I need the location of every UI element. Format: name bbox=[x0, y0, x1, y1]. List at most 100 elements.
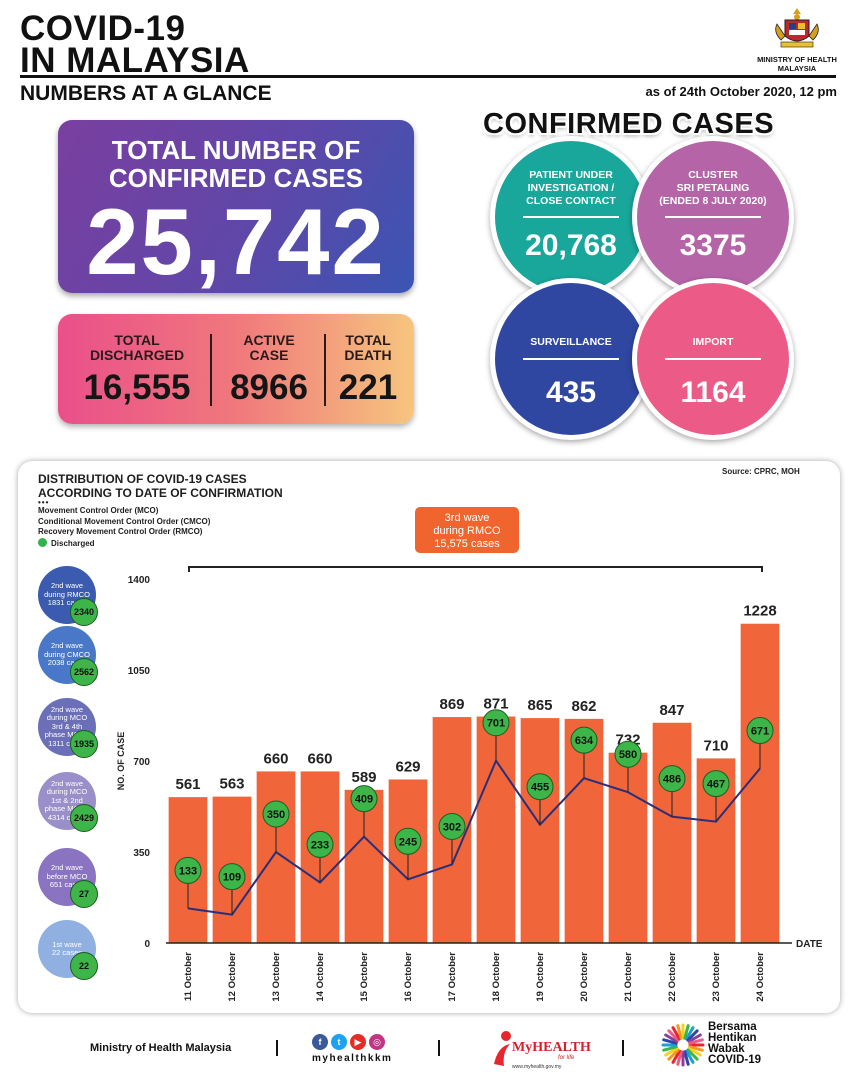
stats-card: TOTAL DISCHARGED 16,555 ACTIVE CASE 8966… bbox=[58, 314, 414, 424]
import-value: 1164 bbox=[680, 376, 746, 409]
myhealth-figure-icon bbox=[494, 1031, 511, 1066]
discharged-value-label: 455 bbox=[531, 782, 549, 794]
discharged-point bbox=[658, 765, 686, 793]
pui-value: 20,768 bbox=[525, 229, 617, 262]
myhealth-tag: for life bbox=[558, 1055, 575, 1061]
wave-label-line: 2nd wave bbox=[50, 641, 84, 651]
active-label-line2: CASE bbox=[249, 347, 289, 363]
wave-label-line: 651 cases bbox=[49, 880, 85, 890]
pui-rule bbox=[523, 216, 619, 218]
legend-cmco: Conditional Movement Control Order (CMCO… bbox=[38, 516, 211, 526]
wave-label-line: 2038 cases bbox=[47, 658, 87, 668]
ministry-name-line2: MALAYSIA bbox=[777, 64, 817, 73]
sunburst-ray bbox=[688, 1045, 704, 1052]
bar-value-label: 1228 bbox=[743, 603, 776, 620]
cluster-label: CLUSTER SRI PETALING (ENDED 8 JULY 2020) bbox=[649, 169, 777, 208]
sunburst-ray bbox=[671, 1049, 681, 1064]
sunburst-ray bbox=[676, 1024, 683, 1040]
page-title-line2: IN MALAYSIA bbox=[20, 41, 250, 80]
chart-title: DISTRIBUTION OF COVID-19 CASES ACCORDING… bbox=[38, 472, 283, 500]
stats-divider bbox=[324, 334, 326, 406]
discharged-value-label: 634 bbox=[575, 735, 594, 747]
bar-value-label: 589 bbox=[351, 769, 376, 786]
discharged-point bbox=[746, 717, 774, 745]
sunburst-ray bbox=[687, 1033, 702, 1043]
y-axis-label: NO. OF CASE bbox=[116, 732, 126, 791]
y-tick-label: 700 bbox=[133, 757, 150, 768]
discharged-point bbox=[350, 785, 378, 813]
header-divider bbox=[20, 75, 836, 78]
as-of-date: as of 24th October 2020, 12 pm bbox=[645, 84, 837, 99]
twitter-icon[interactable]: t bbox=[331, 1034, 347, 1050]
facebook-icon[interactable]: f bbox=[312, 1034, 328, 1050]
wave-label-line: phase MCO - 4314 cases bbox=[44, 804, 90, 822]
wave-label-line: 22 cases bbox=[51, 948, 83, 957]
pui-label-line2: INVESTIGATION / bbox=[527, 182, 615, 194]
import-label: IMPORT bbox=[692, 336, 734, 348]
footer-separator bbox=[622, 1040, 624, 1056]
discharged-dot-icon bbox=[38, 537, 47, 547]
total-label-line1: TOTAL NUMBER OF bbox=[111, 135, 361, 165]
bersama-line3: Wabak bbox=[708, 1043, 745, 1055]
discharged-value-label: 302 bbox=[443, 821, 461, 833]
chart-title-line1: DISTRIBUTION OF COVID-19 CASES bbox=[38, 472, 247, 486]
discharged-point bbox=[218, 863, 246, 891]
sunburst-ray bbox=[686, 1048, 699, 1061]
discharged-label-line1: TOTAL bbox=[114, 332, 160, 348]
x-tick-label: 20 October bbox=[579, 952, 590, 1002]
wave-label-line: during CMCO bbox=[44, 649, 90, 659]
wave-label-line: 2nd wave bbox=[50, 863, 84, 873]
death-label-line1: TOTAL bbox=[345, 332, 391, 348]
wave-discharged-badge: 2562 bbox=[70, 658, 98, 686]
discharged-point bbox=[570, 726, 598, 754]
bar-value-label: 629 bbox=[395, 758, 420, 775]
instagram-icon[interactable]: ◎ bbox=[369, 1034, 385, 1050]
cluster-value: 3375 bbox=[679, 229, 747, 262]
bar-value-label: 871 bbox=[483, 696, 508, 713]
wave-label-line: phase MCO - 1311 cases bbox=[44, 730, 90, 748]
bar-value-label: 869 bbox=[439, 696, 464, 713]
pui-label-line3: CLOSE CONTACT bbox=[526, 195, 616, 207]
discharged-value-label: 409 bbox=[355, 794, 373, 806]
myhealth-url: www.myhealth.gov.my bbox=[512, 1064, 562, 1070]
wave-label-line: 1831 cases bbox=[47, 598, 87, 608]
discharged-value-label: 486 bbox=[663, 774, 681, 786]
bar bbox=[520, 718, 560, 943]
active-value: 8966 bbox=[230, 368, 308, 407]
wave-label: 2nd wave during RMCO 1831 cases bbox=[44, 582, 90, 608]
y-tick-label: 350 bbox=[133, 848, 150, 859]
wave-label-line: during MCO bbox=[46, 713, 88, 723]
youtube-icon[interactable]: ▶ bbox=[350, 1034, 366, 1050]
surveillance-value: 435 bbox=[545, 376, 597, 409]
bar-value-label: 847 bbox=[659, 702, 684, 719]
wave-label-line: before MCO bbox=[46, 871, 88, 881]
death-value: 221 bbox=[338, 368, 398, 407]
x-tick-label: 15 October bbox=[359, 952, 370, 1002]
sunburst-ray bbox=[688, 1038, 704, 1045]
sunburst-ray bbox=[685, 1049, 695, 1064]
chart-title-line2: ACCORDING TO DATE OF CONFIRMATION bbox=[38, 486, 283, 500]
discharged-point bbox=[526, 773, 554, 801]
bar bbox=[256, 771, 296, 943]
total-label-line2: CONFIRMED CASES bbox=[108, 163, 364, 193]
x-tick-label: 13 October bbox=[271, 952, 282, 1002]
wave-label-line: 2nd wave bbox=[50, 704, 84, 714]
wave-label: 1st wave 22 cases bbox=[51, 940, 83, 958]
pui-label: PATIENT UNDER INVESTIGATION / CLOSE CONT… bbox=[507, 169, 635, 208]
bar-value-label: 865 bbox=[527, 697, 552, 714]
sunburst-ray bbox=[667, 1048, 680, 1061]
cluster-label-line1: CLUSTER bbox=[688, 169, 738, 181]
wave-label-line: 3rd & 4th bbox=[51, 721, 83, 731]
x-tick-label: 11 October bbox=[183, 952, 194, 1001]
sunburst-ray bbox=[662, 1045, 678, 1052]
wave-circle: 2nd wave during MCO 3rd & 4th phase MCO - 1… bbox=[38, 698, 96, 756]
sunburst-ray bbox=[664, 1047, 679, 1057]
chart-source: Source: CPRC, MOH bbox=[722, 467, 800, 476]
active-label: ACTIVE CASE bbox=[214, 333, 324, 363]
bersama-line2: Hentikan bbox=[708, 1032, 757, 1044]
third-wave-line2: during RMCO bbox=[433, 525, 501, 537]
surveillance-bubble: SURVEILLANCE 435 bbox=[490, 278, 652, 440]
discharged-value-label: 109 bbox=[223, 872, 241, 884]
wave-label-line: during MCO bbox=[46, 787, 88, 797]
sunburst-ray bbox=[667, 1029, 680, 1042]
